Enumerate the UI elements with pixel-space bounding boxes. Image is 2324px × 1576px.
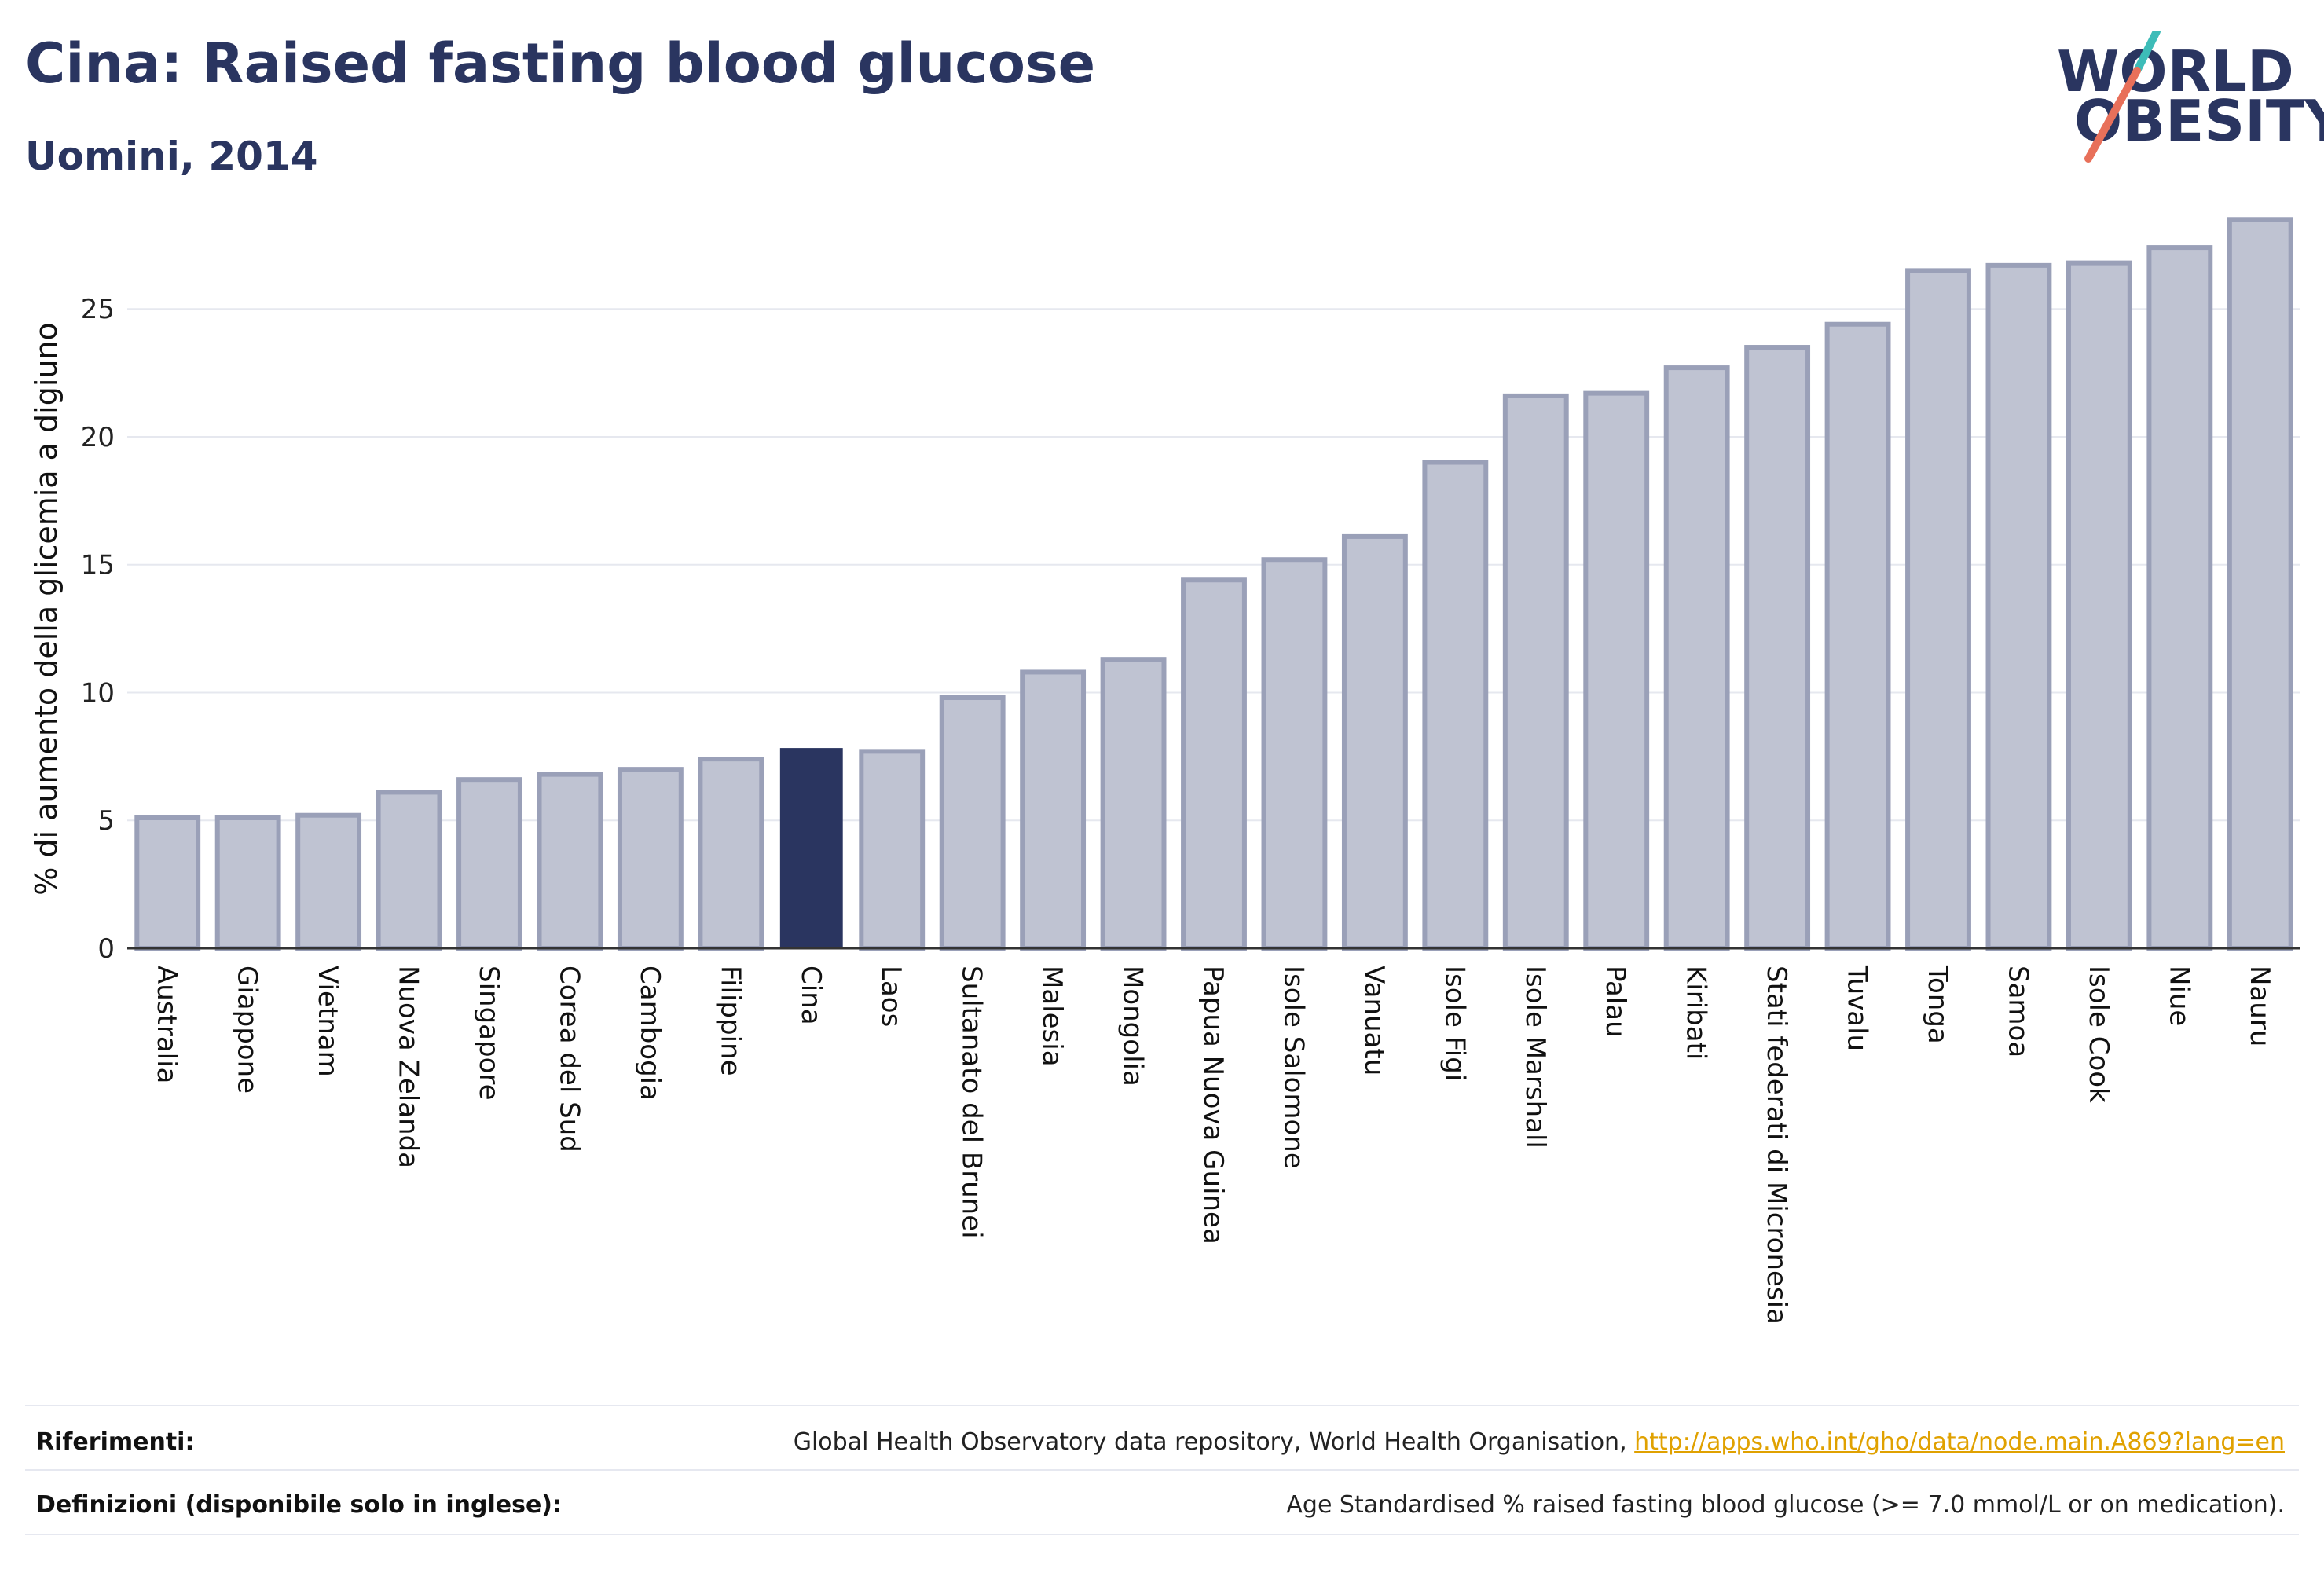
x-tick-label: Malesia xyxy=(1036,966,1068,1067)
bar-malesia[interactable] xyxy=(1020,669,1087,951)
y-tick-label: 0 xyxy=(97,933,115,965)
bar-mongolia[interactable] xyxy=(1100,657,1167,951)
x-tick-labels: Australia Giappone Vietnam Nuova Zelanda Sin… xyxy=(151,965,2275,1325)
footer-references-row: Riferimenti: Global Health Observatory d… xyxy=(25,1418,2299,1465)
bar-filippine[interactable] xyxy=(698,757,764,951)
bar-stati-federati-di-micronesia[interactable] xyxy=(1744,345,1811,951)
bar-tonga[interactable] xyxy=(1905,268,1971,951)
x-tick-label: Samoa xyxy=(2002,966,2033,1057)
x-tick-label: Corea del Sud xyxy=(553,966,585,1153)
x-tick-label: Vanuatu xyxy=(1358,966,1390,1076)
chart-subtitle: Uomini, 2014 xyxy=(25,134,318,179)
bar-papua-nuova-guinea[interactable] xyxy=(1181,577,1247,951)
footer-definitions-row: Definizioni (disponibile solo in inglese… xyxy=(25,1481,2299,1528)
bar-australia[interactable] xyxy=(134,815,201,951)
bar-cambogia[interactable] xyxy=(617,767,684,951)
x-tick-label: Tuvalu xyxy=(1842,965,1873,1051)
bars xyxy=(134,217,2293,951)
x-tick-label: Isole Figi xyxy=(1439,966,1470,1081)
x-tick-label: Cambogia xyxy=(634,966,665,1101)
x-tick-label: Singapore xyxy=(473,966,504,1101)
y-tick-label: 20 xyxy=(81,422,115,453)
definitions-label: Definizioni (disponibile solo in inglese… xyxy=(36,1490,562,1519)
footer-divider-middle xyxy=(25,1469,2299,1471)
footer-divider-top xyxy=(25,1405,2299,1406)
bar-isole-salomone[interactable] xyxy=(1261,557,1328,951)
x-tick-label: Stati federati di Micronesia xyxy=(1761,966,1792,1325)
definitions-value: Age Standardised % raised fasting blood … xyxy=(1286,1490,2285,1519)
x-tick-label: Tonga xyxy=(1922,965,1953,1044)
bar-kiribati[interactable] xyxy=(1663,365,1730,951)
y-tick-label: 10 xyxy=(81,677,115,709)
y-axis-label: % di aumento della glicemia a digiuno xyxy=(29,322,64,896)
x-tick-label: Isole Salomone xyxy=(1277,966,1309,1169)
x-tick-label: Nauru xyxy=(2244,966,2275,1046)
bar-sultanato-del-brunei[interactable] xyxy=(939,695,1006,951)
x-tick-label: Australia xyxy=(151,966,182,1083)
bar-isole-figi[interactable] xyxy=(1422,460,1489,951)
bar-isole-marshall[interactable] xyxy=(1502,393,1569,951)
footer-divider-bottom xyxy=(25,1534,2299,1535)
x-tick-label: Isole Marshall xyxy=(1519,966,1551,1149)
x-tick-label: Giappone xyxy=(232,966,263,1094)
bar-isole-cook[interactable] xyxy=(2066,260,2132,951)
bar-corea-del-sud[interactable] xyxy=(537,772,603,951)
x-tick-label: Kiribati xyxy=(1681,966,1712,1060)
references-text: Global Health Observatory data repositor… xyxy=(793,1428,1635,1456)
bar-tuvalu[interactable] xyxy=(1824,321,1891,951)
x-tick-label: Nuova Zelanda xyxy=(393,966,424,1168)
x-tick-label: Palau xyxy=(1600,966,1631,1038)
bar-niue[interactable] xyxy=(2146,245,2213,951)
y-tick-label: 5 xyxy=(97,805,115,837)
bar-giappone[interactable] xyxy=(214,815,281,951)
x-tick-label: Sultanato del Brunei xyxy=(956,966,988,1239)
bar-palau[interactable] xyxy=(1583,390,1650,951)
x-tick-label: Isole Cook xyxy=(2083,966,2114,1103)
references-value: Global Health Observatory data repositor… xyxy=(794,1428,2299,1456)
x-tick-label: Filippine xyxy=(714,966,746,1076)
bar-singapore[interactable] xyxy=(456,777,522,951)
world-obesity-logo: WORLD OBESITY xyxy=(2051,31,2324,169)
bar-nauru[interactable] xyxy=(2227,217,2293,951)
bar-laos[interactable] xyxy=(859,749,926,951)
y-tick-label: 25 xyxy=(81,294,115,325)
x-tick-label: Mongolia xyxy=(1117,966,1149,1087)
y-tick-label: 15 xyxy=(81,550,115,581)
x-tick-label: Laos xyxy=(875,966,907,1027)
x-tick-label: Cina xyxy=(795,966,827,1025)
chart-title: Cina: Raised fasting blood glucose xyxy=(25,31,1096,96)
bar-vanuatu[interactable] xyxy=(1341,533,1408,951)
x-tick-label: Papua Nuova Guinea xyxy=(1197,966,1229,1244)
bar-vietnam[interactable] xyxy=(295,812,362,951)
logo-word-world: WORLD xyxy=(2057,38,2294,104)
x-tick-label: Niue xyxy=(2163,966,2194,1026)
bar-cina[interactable] xyxy=(779,748,843,949)
bar-nuova-zelanda[interactable] xyxy=(376,790,442,951)
y-tick-labels: 0 5 10 15 20 25 xyxy=(81,294,115,965)
bar-chart: 0 5 10 15 20 25 Australia Giappone Vietnam Nuova… xyxy=(29,217,2300,1325)
references-label: Riferimenti: xyxy=(36,1428,195,1456)
bar-samoa[interactable] xyxy=(1985,262,2052,951)
logo-slash-icon xyxy=(2084,31,2161,163)
references-link[interactable]: http://apps.who.int/gho/data/node.main.A… xyxy=(1634,1428,2285,1456)
x-tick-label: Vietnam xyxy=(312,966,343,1077)
